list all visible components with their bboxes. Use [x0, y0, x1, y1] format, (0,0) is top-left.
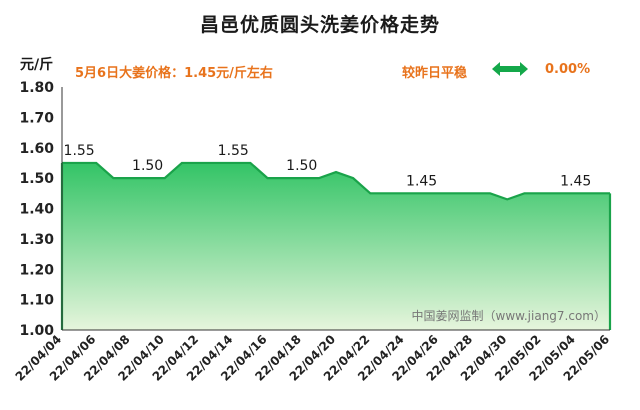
chart-title: 昌邑优质圆头洗姜价格走势: [199, 14, 440, 36]
data-label: 1.50: [132, 158, 163, 174]
compare-value: 0.00%: [545, 62, 591, 77]
area-fill: [62, 162, 610, 330]
y-unit-label: 元/斤: [20, 57, 54, 73]
watermark: 中国姜网监制（www.jiang7.com）: [412, 308, 606, 323]
y-tick-label: 1.10: [19, 293, 54, 309]
price-note: 5月6日大姜价格：1.45元/斤左右: [75, 66, 273, 81]
y-tick-label: 1.00: [19, 323, 54, 339]
data-label: 1.55: [64, 143, 95, 159]
compare-label: 较昨日平稳: [402, 66, 468, 81]
double-arrow-icon: [492, 62, 528, 76]
y-tick-label: 1.30: [19, 232, 54, 248]
data-label: 1.45: [406, 173, 437, 189]
y-tick-label: 1.40: [19, 202, 54, 218]
y-tick-label: 1.20: [19, 262, 54, 278]
y-tick-label: 1.80: [19, 80, 54, 96]
y-tick-label: 1.50: [19, 171, 54, 187]
y-tick-label: 1.70: [19, 110, 54, 126]
data-label: 1.55: [218, 143, 249, 159]
data-label: 1.50: [286, 158, 317, 174]
y-tick-label: 1.60: [19, 141, 54, 157]
series-line: [62, 161, 610, 201]
data-label: 1.45: [560, 173, 591, 189]
plot-area: 1.001.101.201.301.401.501.601.701.8022/0…: [13, 80, 613, 384]
